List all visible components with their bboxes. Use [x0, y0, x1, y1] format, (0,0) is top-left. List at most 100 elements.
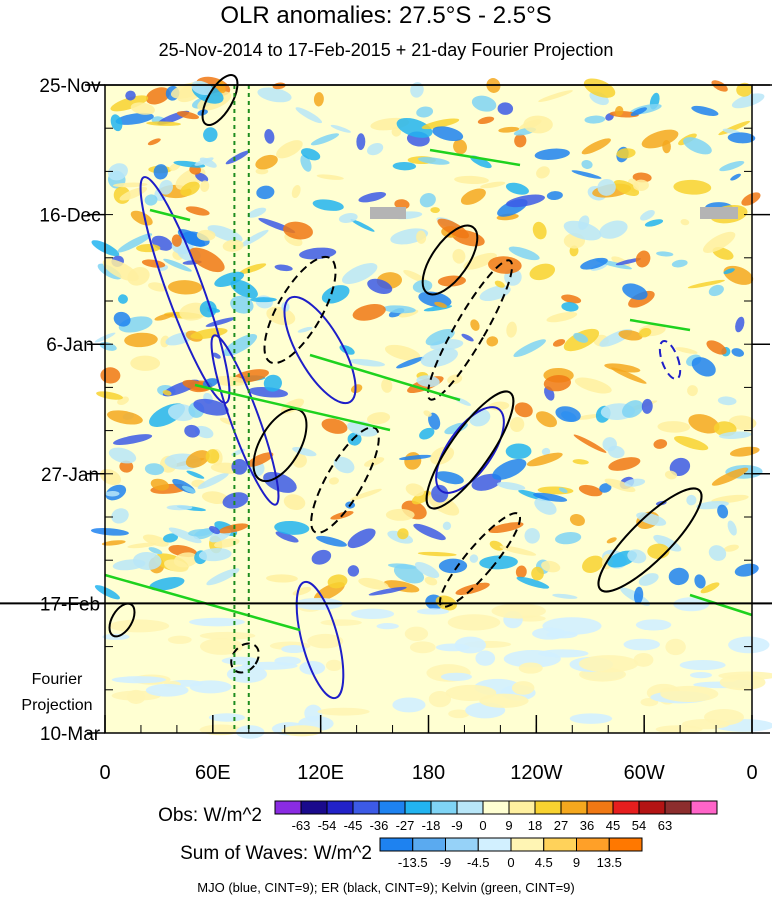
projection-blob	[511, 681, 535, 695]
anomaly-blob	[578, 484, 603, 497]
obs-colorbar-swatch	[638, 800, 666, 815]
mjo-contour	[283, 295, 357, 405]
anomaly-blob	[470, 319, 480, 331]
anomaly-blob	[575, 414, 602, 420]
anomaly-blob	[321, 418, 348, 434]
anomaly-blob	[96, 391, 123, 400]
anomaly-blob	[119, 460, 134, 473]
obs-colorbar-tick-label: -9	[451, 818, 463, 833]
obs-colorbar-swatch	[664, 800, 692, 815]
anomaly-blob	[668, 567, 689, 586]
projection-blob	[167, 635, 192, 644]
anomaly-blob	[214, 271, 245, 287]
anomaly-blob	[144, 194, 158, 206]
anomaly-blob	[555, 532, 582, 545]
anomaly-blob	[90, 527, 129, 536]
projection-blob	[111, 676, 167, 684]
anomaly-blob	[431, 484, 449, 503]
anomaly-blob	[498, 126, 520, 133]
er-contour	[425, 390, 515, 510]
anomaly-blob	[394, 199, 410, 210]
anomaly-blob	[471, 95, 497, 112]
anomaly-blob	[283, 221, 313, 240]
anomaly-blob	[644, 219, 664, 227]
anomaly-blob	[513, 339, 546, 358]
anomaly-blob	[397, 528, 409, 540]
anomaly-blob	[112, 559, 146, 571]
anomaly-blob	[506, 321, 517, 338]
anomaly-blob	[130, 210, 153, 226]
anomaly-blob	[703, 231, 736, 253]
anomaly-blob	[247, 207, 267, 218]
anomaly-blob	[583, 78, 616, 98]
obs-colorbar-tick-label: 54	[632, 818, 646, 833]
anomaly-blob	[680, 218, 690, 226]
anomaly-blob	[347, 565, 360, 577]
anomaly-blob	[396, 356, 424, 369]
anomaly-blob	[599, 220, 628, 239]
anomaly-blob	[632, 172, 652, 183]
obs-colorbar-swatch	[326, 800, 354, 815]
anomaly-blob	[117, 233, 153, 253]
waves-colorbar-tick-label: 13.5	[597, 855, 622, 870]
obs-colorbar-tick-label: -18	[422, 818, 441, 833]
projection-blob	[325, 659, 343, 672]
anomaly-blob	[616, 148, 636, 159]
anomaly-blob	[274, 264, 293, 272]
projection-blob	[428, 691, 452, 708]
projection-blob	[479, 693, 529, 708]
x-tick-label: 0	[746, 762, 757, 784]
anomaly-blob	[350, 384, 363, 394]
y-tick-label: 27-Jan	[41, 465, 99, 486]
projection-blob	[447, 614, 501, 631]
anomaly-blob	[460, 188, 486, 205]
anomaly-blob	[310, 133, 340, 146]
anomaly-blob	[509, 417, 525, 432]
anomaly-blob	[447, 374, 463, 385]
anomaly-blob	[366, 412, 391, 425]
anomaly-blob	[653, 534, 682, 552]
anomaly-blob	[416, 375, 440, 387]
anomaly-blob	[313, 92, 324, 107]
anomaly-blob	[364, 457, 385, 467]
anomaly-blob	[641, 398, 653, 414]
anomaly-blob	[264, 129, 275, 144]
anomaly-blob	[200, 180, 210, 192]
anomaly-blob	[581, 160, 593, 169]
anomaly-blob	[255, 154, 278, 170]
anomaly-blob	[419, 427, 435, 440]
anomaly-blob	[730, 173, 741, 181]
anomaly-blob	[717, 396, 737, 406]
contour-legend: MJO (blue, CINT=9); ER (black, CINT=9); …	[197, 880, 575, 895]
anomaly-blob	[708, 284, 724, 297]
anomaly-blob	[150, 478, 169, 491]
kelvin-contour	[309, 353, 461, 402]
projection-blob	[503, 650, 561, 668]
anomaly-blob	[283, 494, 306, 511]
anomaly-blob	[461, 333, 474, 342]
anomaly-blob	[171, 234, 182, 247]
anomaly-blob	[580, 257, 608, 270]
anomaly-blob	[469, 554, 479, 563]
anomaly-blob	[423, 410, 432, 417]
anomaly-blob	[176, 111, 200, 120]
anomaly-blob	[205, 449, 220, 464]
projection-blob	[299, 660, 326, 675]
anomaly-blob	[266, 574, 298, 583]
anomaly-blob	[430, 207, 440, 213]
anomaly-blob	[728, 415, 757, 431]
anomaly-blob	[102, 258, 139, 282]
anomaly-blob	[574, 377, 612, 394]
anomaly-blob	[489, 540, 504, 551]
anomaly-blob	[552, 339, 566, 347]
anomaly-blob	[582, 555, 604, 573]
waves-colorbar-tick-label: 4.5	[535, 855, 553, 870]
anomaly-blob	[563, 220, 602, 241]
projection-blob	[719, 674, 766, 691]
obs-colorbar-tick-label: 27	[554, 818, 568, 833]
anomaly-blob	[350, 488, 382, 501]
anomaly-blob	[256, 185, 275, 200]
projection-blob	[665, 638, 686, 656]
anomaly-blob	[675, 347, 698, 354]
mjo-contour	[295, 580, 345, 700]
